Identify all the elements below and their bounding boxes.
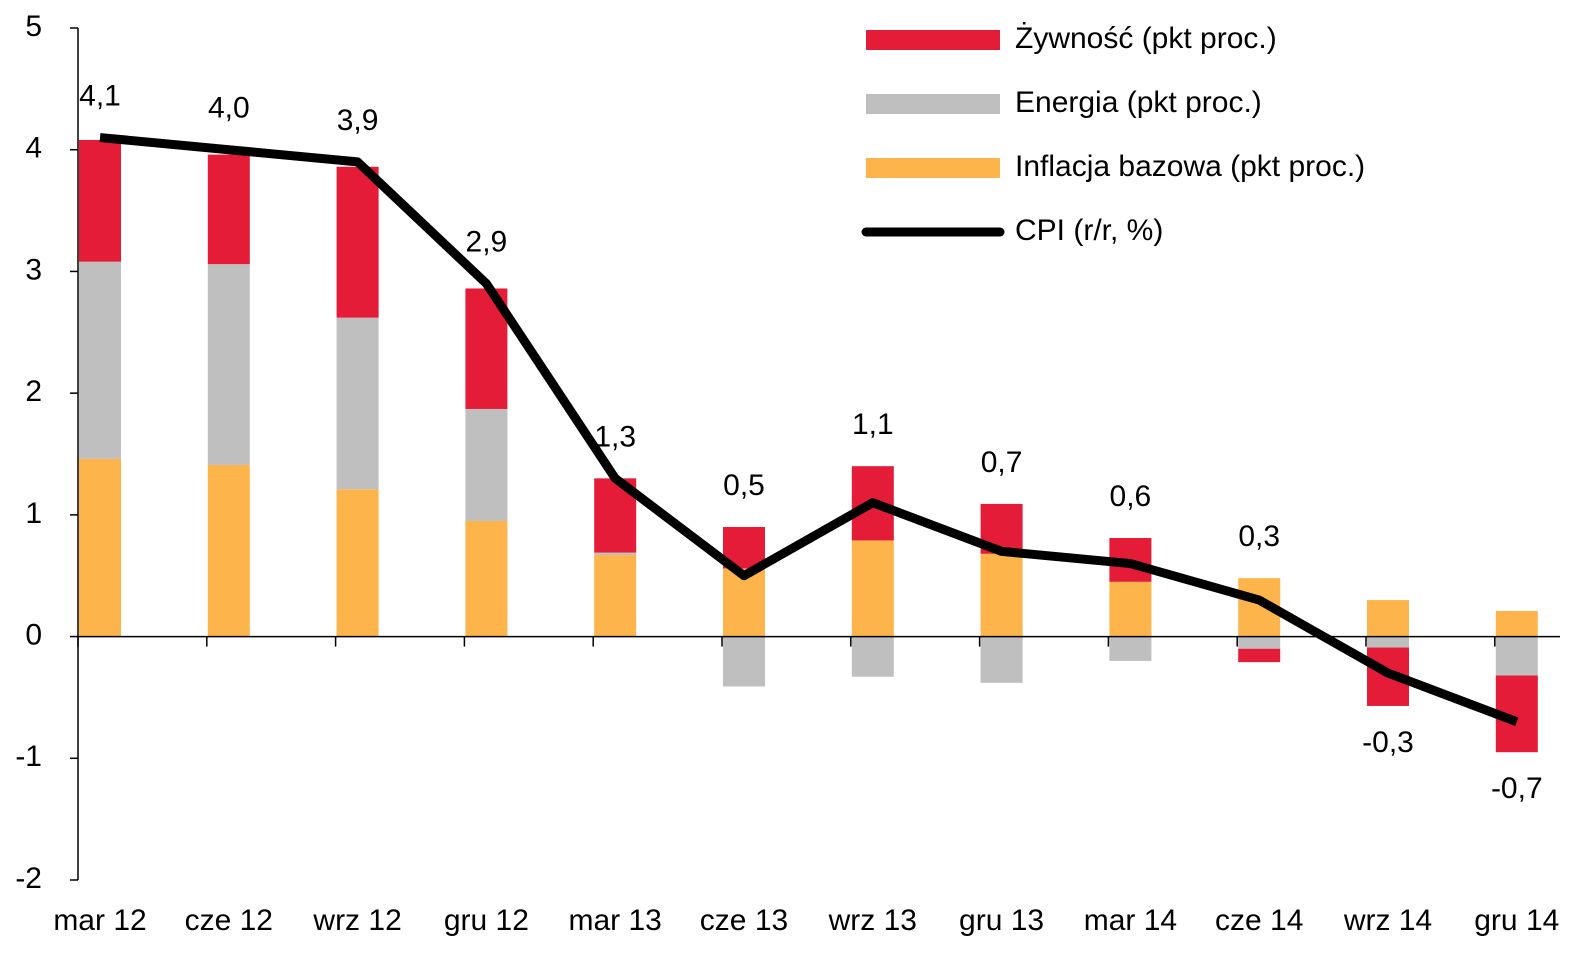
data-label: 3,9 (337, 104, 379, 137)
legend-swatch (866, 30, 1000, 50)
legend-label: Żywność (pkt proc.) (1015, 22, 1277, 55)
x-tick-label: cze 14 (1215, 904, 1303, 937)
bar (336, 489, 379, 637)
bar (79, 458, 121, 637)
bar (594, 552, 637, 556)
y-tick-label: 2 (25, 375, 42, 408)
bar (336, 166, 379, 318)
bar (851, 540, 894, 637)
legend-label: Inflacja bazowa (pkt proc.) (1015, 150, 1365, 183)
data-label: 0,7 (981, 446, 1023, 479)
bar (1238, 648, 1281, 663)
bar (79, 139, 121, 262)
bar (980, 553, 1023, 637)
y-tick-label: 5 (25, 10, 42, 43)
y-tick-label: 0 (25, 618, 42, 651)
bar (79, 261, 121, 459)
bar (1109, 636, 1152, 661)
legend-swatch (866, 158, 1000, 178)
data-label: 4,1 (79, 79, 121, 112)
bar (1495, 636, 1538, 676)
bar (1109, 581, 1152, 637)
x-tick-label: gru 12 (444, 904, 529, 937)
x-tick-label: mar 14 (1084, 904, 1177, 937)
bar (336, 317, 379, 490)
bar (207, 264, 250, 465)
data-label: 0,5 (723, 469, 765, 502)
bar (1495, 611, 1538, 637)
x-tick-label: wrz 14 (1343, 904, 1432, 937)
x-tick-label: gru 13 (959, 904, 1044, 937)
bar (207, 154, 250, 265)
x-tick-label: wrz 12 (312, 904, 401, 937)
data-label: 0,3 (1238, 520, 1280, 553)
bar (207, 464, 250, 637)
line (99, 133, 1519, 726)
y-tick-label: -2 (15, 862, 42, 895)
x-tick-label: cze 12 (185, 904, 273, 937)
bar (1367, 636, 1409, 648)
bar (1367, 600, 1409, 637)
y-tick-label: -1 (15, 740, 42, 773)
data-label: 2,9 (466, 226, 508, 259)
x-tick-label: mar 12 (53, 904, 146, 937)
legend-swatch (866, 94, 1000, 114)
bar (723, 636, 765, 687)
y-tick-label: 3 (25, 253, 42, 286)
x-tick-label: gru 14 (1474, 904, 1559, 937)
data-label: -0,7 (1491, 772, 1543, 805)
legend-label: CPI (r/r, %) (1015, 214, 1163, 247)
bar (980, 636, 1023, 683)
data-label: 4,0 (208, 92, 250, 125)
data-label: -0,3 (1362, 726, 1414, 759)
y-tick-label: 1 (25, 497, 42, 530)
data-label: 1,1 (852, 408, 894, 441)
data-label: 1,3 (594, 420, 636, 453)
bar (465, 408, 508, 521)
legend-label: Energia (pkt proc.) (1015, 86, 1262, 119)
y-tick-label: 4 (25, 132, 42, 165)
x-tick-label: mar 13 (569, 904, 662, 937)
bar (1238, 636, 1281, 649)
x-tick-label: cze 13 (700, 904, 788, 937)
bar (851, 636, 894, 677)
bar (594, 555, 637, 637)
bar (465, 520, 508, 637)
data-label: 0,6 (1110, 480, 1152, 513)
x-tick-label: wrz 13 (828, 904, 917, 937)
